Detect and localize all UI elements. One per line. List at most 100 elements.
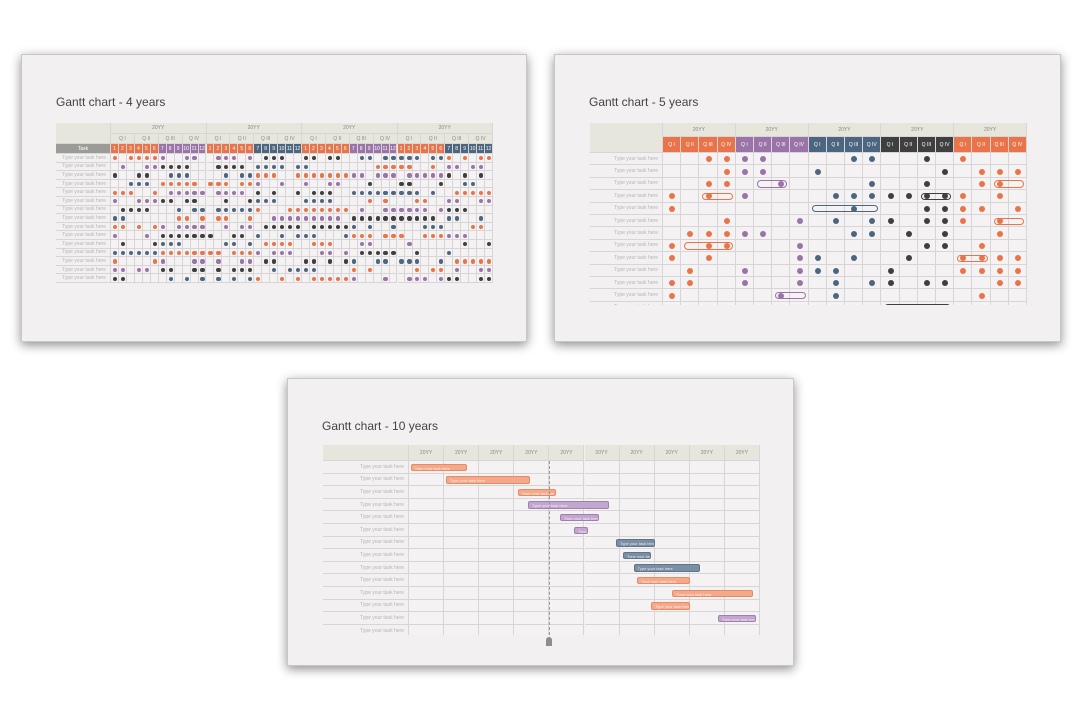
month-header: 4	[134, 144, 143, 154]
grid-cell	[469, 205, 478, 215]
grid-cell	[735, 239, 754, 253]
grid-cell	[111, 240, 119, 249]
year-header: 20YY	[735, 123, 809, 137]
grid-cell	[754, 277, 773, 290]
grid-cell	[689, 574, 725, 587]
task-label: Type your task here	[56, 265, 111, 275]
grid-cell	[142, 257, 151, 266]
grid-cell	[222, 265, 231, 275]
milestone-dot	[112, 225, 118, 230]
task-label: Type your task here	[56, 240, 111, 249]
milestone-dot	[447, 156, 452, 161]
milestone-dot	[669, 243, 676, 249]
grid-cell	[198, 171, 207, 180]
grid-cell	[222, 257, 231, 266]
milestone-dot	[303, 182, 309, 187]
grid-cell	[111, 179, 119, 189]
grid-cell	[826, 177, 845, 191]
grid-cell	[663, 264, 682, 277]
task-label: Type your task here	[323, 549, 409, 562]
month-header: 5	[142, 144, 151, 154]
grid-cell	[479, 498, 515, 512]
grid-cell	[349, 248, 358, 258]
milestone-dot	[144, 173, 149, 178]
grid-cell	[485, 205, 493, 215]
corner-cell	[323, 445, 409, 461]
today-marker-icon	[546, 637, 553, 646]
milestone-dot	[343, 259, 348, 264]
grid-cell	[899, 177, 918, 191]
milestone-dot	[687, 230, 694, 237]
grid-cell	[309, 162, 318, 172]
milestone-dot	[264, 173, 269, 178]
month-header: 6	[437, 144, 446, 154]
milestone-dot	[216, 164, 221, 169]
milestone-dot	[176, 190, 181, 195]
grid-cell	[174, 265, 183, 275]
year-header: 20YY	[409, 445, 445, 461]
grid-cell	[444, 511, 480, 524]
grid-cell	[317, 231, 326, 240]
milestone-dot	[184, 182, 189, 187]
milestone-dot	[669, 193, 676, 200]
quarter-header: Q IV	[790, 137, 809, 153]
milestone-dot	[723, 156, 730, 163]
grid-cell	[333, 188, 342, 197]
milestone-dot	[295, 268, 301, 273]
grid-cell	[689, 511, 725, 524]
grid-cell	[389, 197, 398, 206]
grid-cell	[681, 252, 700, 265]
grid-cell	[254, 154, 263, 163]
grid-cell	[278, 265, 287, 275]
grid-cell	[286, 197, 295, 206]
milestone-dot	[184, 164, 189, 169]
slide-gantt-10-years[interactable]: Gantt chart - 10 years 20YY 20YY 20YY 20YY 2…	[287, 378, 794, 666]
milestone-dot	[383, 173, 388, 178]
task-header: Task	[56, 144, 111, 154]
grid-cell	[341, 197, 350, 206]
grid-cell	[724, 473, 760, 487]
milestone-dot	[478, 259, 484, 264]
milestone-dot	[375, 250, 380, 255]
grid-cell	[294, 154, 302, 163]
milestone-dot	[723, 168, 730, 175]
milestone-dot	[335, 225, 340, 230]
milestone-dot	[423, 276, 428, 281]
grid-cell	[317, 154, 326, 163]
milestone-dot	[687, 267, 694, 274]
milestone-dot	[327, 156, 332, 161]
grid-cell	[317, 265, 326, 275]
milestone-dot	[128, 250, 133, 255]
milestone-dot	[343, 233, 348, 238]
milestone-range	[684, 242, 733, 250]
milestone-range	[757, 180, 788, 188]
grid-cell	[654, 624, 690, 635]
grid-cell	[246, 162, 255, 172]
milestone-dot	[447, 173, 452, 178]
milestone-dot	[335, 182, 340, 187]
milestone-dot	[224, 216, 229, 221]
grid-cell	[365, 162, 374, 172]
grid-cell	[461, 222, 470, 232]
grid-cell	[584, 486, 620, 499]
milestone-dot	[160, 156, 165, 161]
milestone-dot	[272, 164, 277, 169]
milestone-dot	[176, 250, 181, 255]
grid-cell	[317, 179, 326, 189]
milestone-dot	[455, 190, 460, 195]
milestone-dot	[144, 156, 149, 161]
month-header: 9	[365, 144, 374, 154]
milestone-dot	[415, 190, 420, 195]
grid-cell	[584, 473, 620, 487]
grid-cell	[397, 265, 406, 275]
milestone-dot	[240, 268, 245, 273]
grid-cell	[845, 264, 864, 277]
grid-cell	[254, 222, 263, 232]
milestone-dot	[128, 182, 133, 187]
quarter-header: Q II	[134, 134, 159, 144]
quarter-header: Q III	[990, 137, 1009, 153]
milestone-dot	[375, 259, 380, 264]
grid-cell	[724, 574, 760, 587]
